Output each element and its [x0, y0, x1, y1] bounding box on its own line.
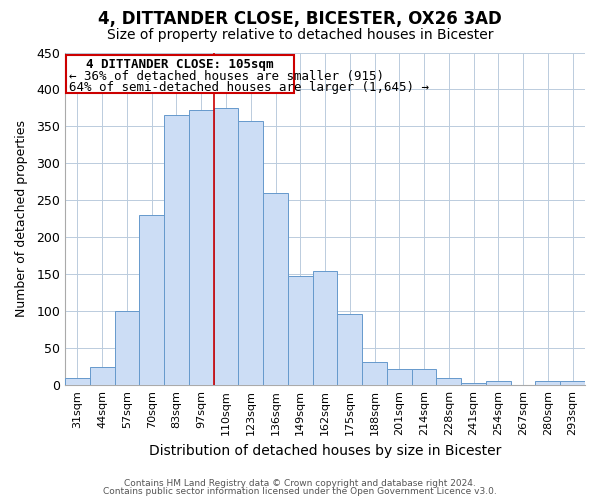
Bar: [436, 378, 461, 385]
Bar: [263, 193, 288, 385]
Bar: [238, 122, 263, 385]
Bar: [189, 110, 214, 385]
Bar: [139, 215, 164, 385]
Bar: [214, 108, 238, 385]
Y-axis label: Number of detached properties: Number of detached properties: [15, 120, 28, 318]
Bar: [387, 369, 412, 385]
Bar: [90, 366, 115, 385]
Text: Contains HM Land Registry data © Crown copyright and database right 2024.: Contains HM Land Registry data © Crown c…: [124, 478, 476, 488]
Bar: [535, 382, 560, 385]
Bar: [164, 116, 189, 385]
Text: Contains public sector information licensed under the Open Government Licence v3: Contains public sector information licen…: [103, 487, 497, 496]
Bar: [362, 362, 387, 385]
Bar: [412, 369, 436, 385]
Bar: [288, 276, 313, 385]
X-axis label: Distribution of detached houses by size in Bicester: Distribution of detached houses by size …: [149, 444, 501, 458]
Bar: [65, 378, 90, 385]
Text: 64% of semi-detached houses are larger (1,645) →: 64% of semi-detached houses are larger (…: [69, 80, 429, 94]
Bar: [313, 270, 337, 385]
Text: ← 36% of detached houses are smaller (915): ← 36% of detached houses are smaller (91…: [69, 70, 384, 82]
Bar: [560, 382, 585, 385]
Bar: [337, 314, 362, 385]
Bar: [461, 383, 486, 385]
Text: Size of property relative to detached houses in Bicester: Size of property relative to detached ho…: [107, 28, 493, 42]
Bar: [486, 382, 511, 385]
FancyBboxPatch shape: [67, 54, 294, 93]
Text: 4, DITTANDER CLOSE, BICESTER, OX26 3AD: 4, DITTANDER CLOSE, BICESTER, OX26 3AD: [98, 10, 502, 28]
Text: 4 DITTANDER CLOSE: 105sqm: 4 DITTANDER CLOSE: 105sqm: [86, 58, 274, 71]
Bar: [115, 312, 139, 385]
